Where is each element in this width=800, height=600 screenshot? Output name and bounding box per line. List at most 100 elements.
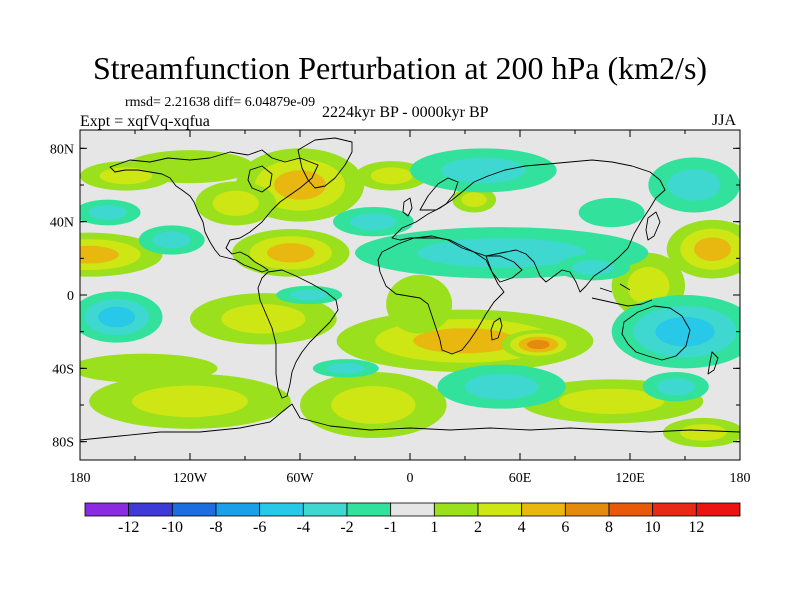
- contour-level: [88, 205, 127, 220]
- anomaly-negative: [80, 291, 163, 343]
- colorbar-label: -1: [384, 519, 397, 536]
- contour-level: [331, 386, 416, 424]
- contour-level: [326, 363, 365, 374]
- anomaly-negative: [138, 225, 205, 255]
- colorbar-label: 8: [605, 519, 613, 536]
- colorbar-swatch: [652, 502, 697, 517]
- colorbar-label: 10: [645, 519, 661, 536]
- colorbar-label: 1: [430, 519, 438, 536]
- anomaly-positive: [666, 219, 740, 279]
- x-tick-label: 0: [407, 471, 414, 486]
- colorbar-swatch: [215, 502, 261, 517]
- colorbar-label: 12: [688, 519, 704, 536]
- coast-madagascar: [490, 317, 503, 341]
- coast-north-america: [109, 149, 319, 273]
- colorbar-swatch: [390, 502, 435, 517]
- colorbar-swatch: [477, 502, 523, 517]
- anomaly-positive: [89, 373, 291, 429]
- colorbar-label: -10: [162, 519, 183, 536]
- anomaly-positive: [232, 229, 350, 277]
- anomaly-positive: [452, 186, 497, 213]
- contour-level: [667, 169, 721, 201]
- anomaly-negative: [642, 372, 709, 402]
- contour-level: [386, 274, 453, 334]
- contour-level: [680, 424, 727, 441]
- coast-south-america: [257, 269, 339, 399]
- contour-level: [461, 192, 487, 208]
- anomaly-positive: [501, 329, 575, 360]
- x-tick-label: 120W: [173, 471, 208, 486]
- contour-level: [370, 167, 413, 185]
- contour-level: [99, 167, 153, 185]
- rmsd-diff-text: rmsd= 2.21638 diff= 6.04879e-09: [125, 95, 316, 110]
- colorbar-label: 4: [518, 519, 526, 536]
- y-tick-label: 80N: [50, 142, 74, 157]
- anomaly-positive: [195, 181, 277, 226]
- contour-level: [572, 260, 615, 275]
- anomaly-negative: [611, 295, 740, 369]
- contour-level: [413, 328, 517, 354]
- contour-level: [559, 388, 665, 414]
- colorbar-swatch: [346, 502, 392, 517]
- colorbar-swatch: [302, 502, 348, 517]
- anomaly-negative: [437, 364, 566, 409]
- contour-level: [212, 190, 260, 216]
- contour-level: [98, 306, 136, 328]
- coast-australia: [621, 305, 691, 361]
- colorbar-label: 2: [474, 519, 482, 536]
- anomaly-positive: [386, 274, 453, 334]
- x-tick-label: 120E: [615, 471, 645, 486]
- contour-level: [350, 213, 397, 231]
- contour-level: [464, 374, 539, 400]
- anomaly-negative: [333, 207, 414, 237]
- contour-level: [290, 289, 329, 301]
- experiment-text: Expt = xqfVq-xqfua: [80, 113, 210, 130]
- contour-level: [656, 378, 695, 396]
- contour-level: [132, 385, 248, 418]
- colorbar-label: -2: [340, 519, 353, 536]
- season-text: JJA: [712, 112, 737, 129]
- map-field: [80, 130, 740, 460]
- y-tick-label: 40N: [50, 216, 74, 231]
- colorbar-label: -8: [209, 519, 222, 536]
- contour-level: [267, 243, 315, 263]
- coast-scandinavia: [419, 177, 459, 211]
- anomaly-positive: [663, 417, 740, 448]
- y-tick-label: 0: [67, 289, 74, 304]
- colorbar-swatch: [608, 502, 654, 517]
- coast-africa: [377, 235, 505, 355]
- coast-uk: [402, 197, 413, 217]
- colorbar-swatch: [564, 502, 610, 517]
- anomaly-positive: [190, 293, 337, 345]
- coast-antarctica: [80, 403, 740, 441]
- anomaly-negative: [312, 359, 379, 378]
- anomaly-positive: [355, 161, 429, 191]
- x-tick-label: 180: [70, 471, 91, 486]
- contour-level: [221, 304, 306, 334]
- contour-level: [274, 170, 326, 200]
- y-axis: 80N 40N 0 40S 80S: [50, 142, 740, 451]
- anomaly-negative: [648, 157, 740, 213]
- coast-new-zealand: [707, 351, 719, 375]
- coast-hudson-bay: [247, 165, 273, 193]
- coast-arabia: [485, 255, 523, 283]
- contour-level: [694, 237, 731, 261]
- colorbar-swatch: [171, 502, 217, 517]
- contour-level: [441, 157, 526, 183]
- anomaly-negative: [276, 285, 343, 305]
- y-tick-label: 80S: [52, 436, 74, 451]
- period-text: 2224kyr BP - 0000kyr BP: [322, 104, 489, 121]
- contour-level: [80, 245, 119, 264]
- contour-level: [152, 231, 191, 249]
- colorbar-label: -6: [253, 519, 266, 536]
- chart-title: Streamfunction Perturbation at 200 hPa (…: [92, 50, 708, 86]
- contour-level: [526, 339, 550, 350]
- colorbar-swatch: [259, 502, 304, 517]
- colorbar-swatch: [128, 502, 173, 517]
- anomaly-negative: [556, 254, 630, 281]
- anomaly-positive: [80, 161, 172, 191]
- y-tick-label: 40S: [52, 362, 74, 377]
- colorbar-swatch: [84, 502, 130, 517]
- colorbar-label: -4: [297, 519, 310, 536]
- coast-indonesia: [591, 283, 653, 307]
